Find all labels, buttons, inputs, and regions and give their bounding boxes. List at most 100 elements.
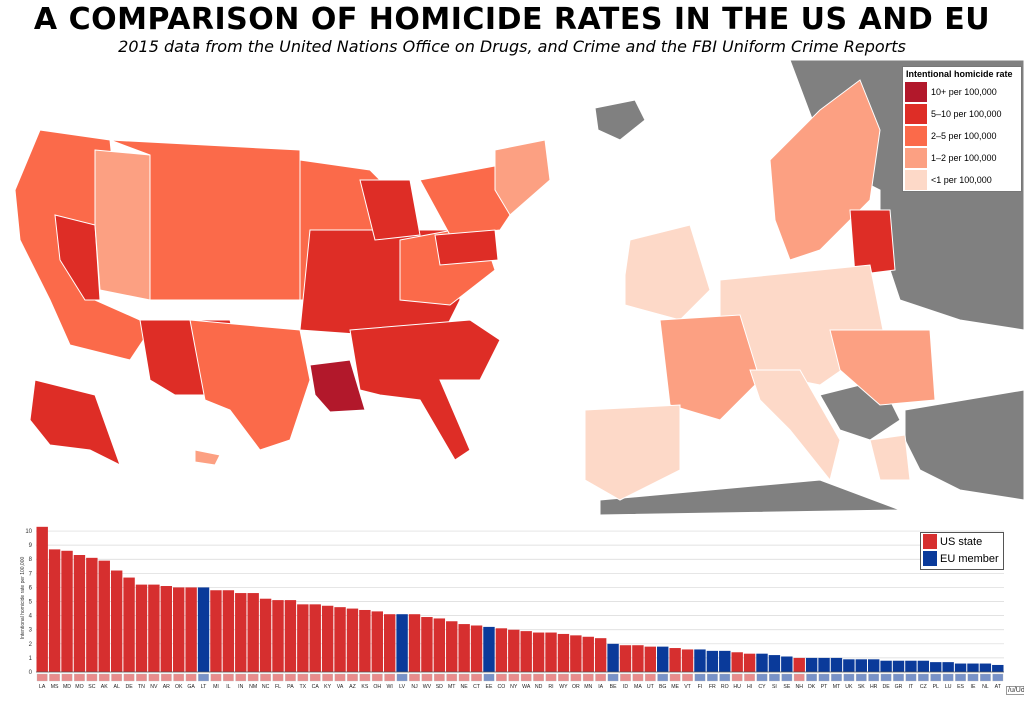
x-tick-label: TN <box>138 684 145 690</box>
flag-icon <box>297 673 309 682</box>
flag-icon <box>756 673 768 682</box>
y-axis-label: Intentional homicide rate per 100,000 <box>20 557 26 640</box>
bar <box>421 617 433 672</box>
bar <box>532 632 545 672</box>
x-tick-label: DK <box>808 684 816 690</box>
flag-icon <box>806 673 817 682</box>
bar <box>793 657 805 672</box>
bar <box>905 660 917 672</box>
bar <box>632 645 644 672</box>
x-tick-label: CO <box>497 684 505 690</box>
flag-icon <box>843 673 855 682</box>
x-tick-label: AR <box>163 684 170 690</box>
flag-icon <box>371 673 383 682</box>
us-region-nevada <box>54 214 101 301</box>
bar <box>98 560 110 672</box>
bar <box>433 618 446 672</box>
x-tick-label: BE <box>610 684 617 690</box>
flag-icon <box>955 673 966 682</box>
x-tick-label: DE <box>882 684 890 690</box>
flag-icon <box>893 673 904 682</box>
x-tick-label: MS <box>51 684 59 690</box>
bar <box>892 660 905 672</box>
flag-icon <box>793 673 805 682</box>
flag-icon <box>123 673 135 682</box>
y-tick-label: 8 <box>29 557 33 563</box>
x-tick-label: FL <box>275 684 281 690</box>
bar <box>681 649 694 672</box>
bar <box>855 659 867 672</box>
bar <box>36 526 48 672</box>
x-tick-label: AL <box>113 684 119 690</box>
flag-icon <box>707 673 718 682</box>
flag-icon <box>210 673 222 682</box>
legend-label: 10+ per 100,000 <box>931 87 997 97</box>
x-tick-label: NJ <box>411 684 418 690</box>
flag-icon <box>396 673 408 682</box>
x-tick-label: OH <box>373 684 381 690</box>
eu-uk-ireland <box>624 224 711 321</box>
flag-icon <box>86 673 98 682</box>
x-tick-label: WI <box>387 684 393 690</box>
x-tick-label: WY <box>559 684 568 690</box>
x-tick-label: AK <box>101 684 108 690</box>
x-tick-label: FI <box>698 684 703 690</box>
flag-icon <box>570 673 582 682</box>
bar <box>73 555 86 672</box>
bar <box>197 587 210 672</box>
bar <box>48 549 61 672</box>
x-tick-label: CA <box>312 684 320 690</box>
map-legend-item: 2–5 per 100,000 <box>903 125 1021 147</box>
bar <box>594 638 607 672</box>
x-tick-label: MD <box>63 684 71 690</box>
chart-legend: US state EU member <box>920 532 1004 570</box>
flag-icon <box>185 673 197 682</box>
x-tick-label: PT <box>821 684 828 690</box>
x-tick-label: NY <box>510 684 518 690</box>
x-tick-label: CZ <box>920 684 927 690</box>
bar <box>805 657 818 672</box>
flag-icon <box>173 673 185 682</box>
x-tick-label: OR <box>572 684 580 690</box>
bar <box>446 621 458 672</box>
bar <box>334 607 346 672</box>
flag-icon <box>682 673 693 682</box>
flag-icon <box>942 673 954 682</box>
x-tick-label: FR <box>709 684 716 690</box>
flag-icon <box>644 673 656 682</box>
flag-icon <box>272 673 284 682</box>
bar <box>483 626 495 672</box>
legend-swatch <box>905 126 927 146</box>
bar <box>992 664 1004 672</box>
bar <box>917 660 930 672</box>
x-tick-label: GR <box>895 684 903 690</box>
x-tick-label: WA <box>522 684 531 690</box>
x-tick-label: NE <box>461 684 469 690</box>
flag-icon <box>930 673 942 682</box>
flag-icon <box>880 673 892 682</box>
us-region-michigan <box>359 179 421 241</box>
flag-icon <box>421 673 433 682</box>
bar <box>619 645 632 672</box>
us-region-mountain <box>109 139 301 301</box>
bar <box>830 657 843 672</box>
chart-legend-item: EU member <box>921 550 1003 567</box>
us-region-pennsylvania <box>434 229 499 266</box>
bar <box>607 643 619 672</box>
bar <box>930 662 942 672</box>
bar <box>135 584 148 672</box>
x-tick-label: LT <box>201 684 207 690</box>
us-region-hawaii <box>194 449 221 466</box>
flag-icon <box>719 673 731 682</box>
non-eu-iceland <box>594 99 646 141</box>
flag-icon <box>582 673 594 682</box>
bar <box>458 624 470 672</box>
eu-italy <box>749 369 841 482</box>
flag-icon <box>533 673 544 682</box>
x-tick-label: SK <box>858 684 865 690</box>
bar <box>110 570 123 672</box>
map-legend-item: 1–2 per 100,000 <box>903 147 1021 169</box>
bar <box>508 629 520 672</box>
flag-icon <box>334 673 346 682</box>
flag-icon <box>905 673 917 682</box>
